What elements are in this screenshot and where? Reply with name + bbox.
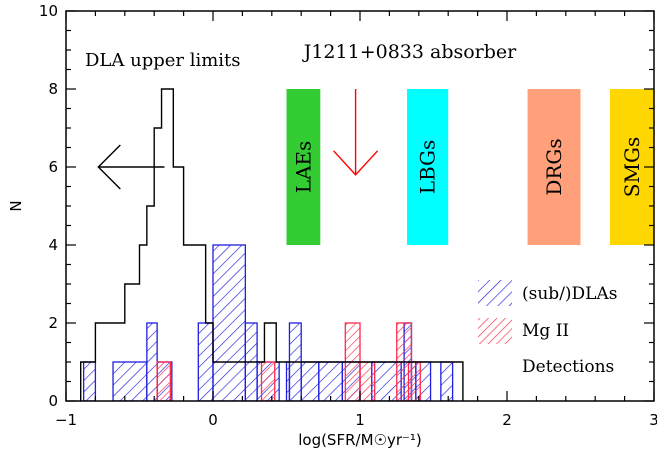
bar-sub-dla — [212, 244, 246, 401]
bar-sub-dla — [112, 361, 148, 401]
population-label-drgs: DRGs — [542, 138, 566, 195]
upper-limit-arrowhead — [97, 144, 121, 190]
x-tick-label: 3 — [649, 411, 657, 429]
population-label-lbgs: LBGs — [416, 140, 440, 195]
legend-label: (sub/)DLAs — [522, 284, 617, 304]
population-label-smgs: SMGs — [620, 137, 644, 197]
y-tick-label: 10 — [39, 2, 58, 20]
bar-mgii — [260, 361, 276, 401]
legend-label: Mg II — [522, 321, 569, 341]
x-tick-label: 2 — [502, 411, 512, 429]
population-band-lbgs — [407, 89, 449, 245]
y-tick-label: 6 — [48, 158, 58, 176]
upper-limits-label: DLA upper limits — [85, 50, 241, 71]
bar-sub-dla — [197, 322, 214, 401]
population-band-drgs — [527, 89, 581, 245]
legend-label: Detections — [522, 357, 614, 377]
bar-sub-dla — [300, 361, 320, 401]
y-axis-label: N — [7, 200, 25, 211]
y-tick-label: 2 — [48, 314, 58, 332]
y-tick-label: 8 — [48, 80, 58, 98]
bar-mgii — [407, 361, 421, 401]
annotations — [333, 89, 379, 176]
legend-swatch-sub-dla — [478, 280, 512, 306]
y-tick-label: 0 — [48, 392, 58, 410]
bar-mgii — [156, 361, 172, 401]
x-tick-label: 1 — [355, 411, 365, 429]
population-bands: LAEs LBGs DRGs SMGs — [286, 89, 654, 245]
bar-sub-dla — [318, 361, 344, 401]
x-tick-label: −1 — [55, 411, 77, 429]
upper-limit-step — [80, 88, 464, 401]
legend-swatch-mgii — [478, 318, 512, 344]
x-axis-label: log(SFR/M☉yr⁻¹) — [298, 431, 422, 449]
legend: (sub/)DLAs Mg II Detections — [478, 280, 617, 377]
x-tick-label: 0 — [208, 411, 218, 429]
bar-sub-dla — [440, 361, 454, 401]
absorber-label: J1211+0833 absorber — [302, 41, 517, 63]
bar-sub-dla — [146, 322, 158, 401]
population-label-laes: LAEs — [291, 141, 315, 194]
absorber-arrowhead — [333, 150, 379, 176]
population-band-laes — [286, 89, 321, 245]
y-tick-label: 4 — [48, 236, 58, 254]
upper-limit-histogram — [80, 88, 464, 401]
bar-sub-dla — [82, 361, 97, 401]
bar-mgii — [359, 361, 376, 401]
